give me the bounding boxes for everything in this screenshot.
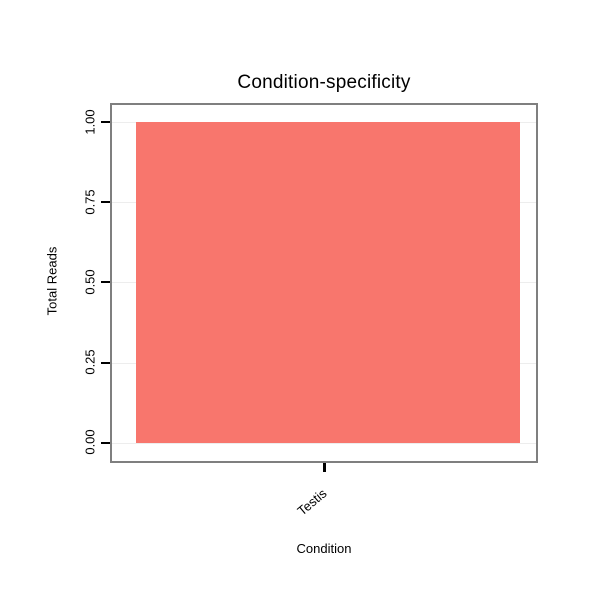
chart-title: Condition-specificity — [237, 72, 411, 93]
x-tick-label-testis: Testis — [294, 485, 330, 519]
y-tick-label-1.00: 1.00 — [82, 109, 98, 135]
x-tick-mark-testis — [323, 463, 326, 472]
y-tick-label-0.25: 0.25 — [82, 349, 98, 375]
plot-area — [110, 103, 538, 463]
bar-testis — [136, 122, 520, 443]
y-tick-mark-1.00 — [101, 121, 110, 123]
x-axis-label: Condition — [296, 541, 352, 556]
y-axis-label: Total Reads — [44, 246, 60, 316]
y-tick-label-0.00: 0.00 — [82, 429, 98, 455]
y-tick-label-0.50: 0.50 — [82, 269, 98, 295]
y-tick-mark-0.00 — [101, 442, 110, 444]
y-tick-mark-0.25 — [101, 362, 110, 364]
y-tick-mark-0.50 — [101, 281, 110, 283]
gridline-0.00 — [112, 443, 536, 444]
y-tick-label-0.75: 0.75 — [82, 189, 98, 215]
y-tick-mark-0.75 — [101, 201, 110, 203]
